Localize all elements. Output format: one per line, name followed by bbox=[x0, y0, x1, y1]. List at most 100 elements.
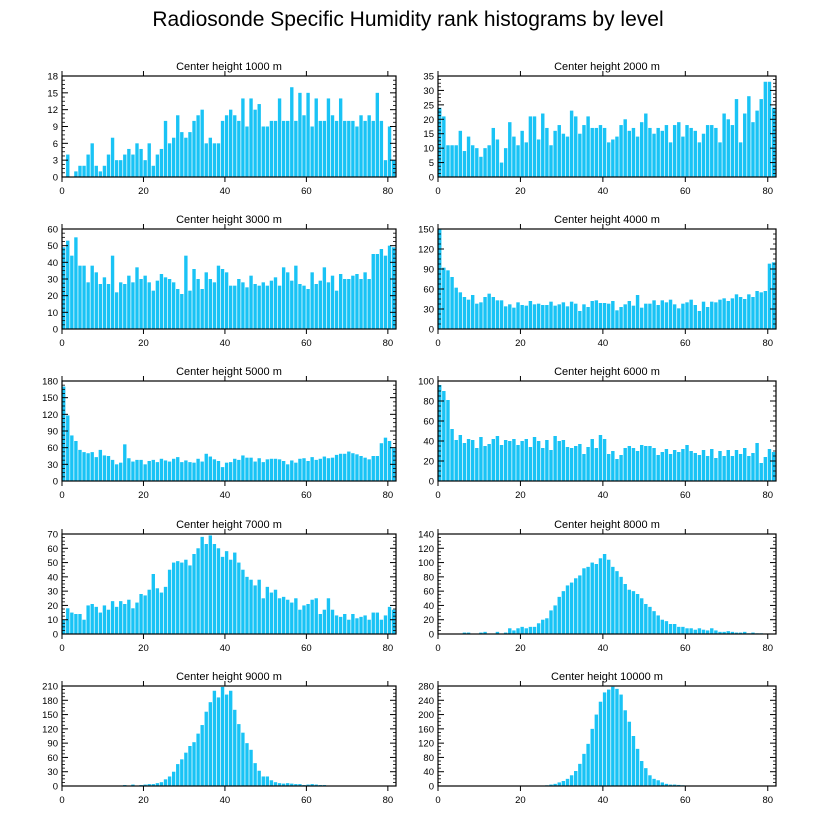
histogram-bar bbox=[722, 298, 726, 329]
histogram-bar bbox=[607, 559, 611, 634]
panel-title: Center height 7000 m bbox=[176, 519, 282, 531]
histogram-bar bbox=[237, 459, 241, 481]
histogram-bar bbox=[598, 125, 603, 177]
histogram-bar bbox=[86, 453, 90, 481]
histogram-bar bbox=[491, 297, 496, 329]
histogram-bar bbox=[387, 245, 392, 329]
histogram-bar bbox=[180, 294, 184, 329]
histogram-bar bbox=[367, 619, 371, 634]
histogram-bar bbox=[302, 285, 306, 329]
histogram-bar bbox=[261, 126, 265, 177]
histogram-bar bbox=[383, 615, 388, 634]
histogram-bar bbox=[355, 454, 359, 481]
x-tick-label: 60 bbox=[301, 490, 312, 501]
histogram-bar bbox=[619, 694, 623, 786]
histogram-bar bbox=[714, 458, 718, 481]
panel-2: Center height 2000 m 0 5 10 15 20 25 30 35 0 20 40 6… bbox=[423, 61, 777, 197]
histogram-bar bbox=[212, 459, 217, 481]
histogram-bar bbox=[508, 122, 512, 177]
histogram-bar bbox=[536, 441, 541, 481]
histogram-bar bbox=[495, 300, 500, 329]
histogram-bar bbox=[479, 156, 483, 177]
histogram-bar bbox=[70, 255, 74, 329]
histogram-bar bbox=[685, 628, 689, 634]
histogram-bar bbox=[664, 783, 669, 786]
histogram-bar bbox=[615, 571, 619, 634]
histogram-bar bbox=[151, 574, 155, 634]
histogram-bar bbox=[635, 451, 640, 481]
histogram-bar bbox=[701, 301, 706, 329]
histogram-bar bbox=[171, 458, 176, 481]
y-tick-label: 90 bbox=[47, 739, 58, 750]
histogram-bar bbox=[747, 294, 751, 329]
histogram-bar bbox=[90, 604, 94, 634]
histogram-bar bbox=[466, 136, 471, 177]
histogram-bar bbox=[249, 275, 253, 329]
histogram-bar bbox=[627, 301, 632, 329]
histogram-bar bbox=[74, 237, 78, 329]
histogram-bar bbox=[635, 594, 640, 634]
x-tick-label: 20 bbox=[138, 490, 149, 501]
histogram-bar bbox=[541, 113, 545, 177]
histogram-bar bbox=[391, 247, 396, 329]
histogram-bar bbox=[602, 554, 607, 634]
histogram-bar bbox=[220, 120, 225, 177]
histogram-bar bbox=[98, 171, 103, 177]
histogram-bar bbox=[738, 632, 743, 634]
histogram-bar bbox=[574, 303, 578, 329]
histogram-bar bbox=[249, 98, 253, 177]
histogram-bar bbox=[208, 535, 213, 634]
panel-title: Center height 9000 m bbox=[176, 671, 282, 683]
histogram-bar bbox=[212, 282, 217, 329]
histogram-bar bbox=[110, 459, 115, 481]
histogram-bar bbox=[367, 115, 371, 177]
histogram-bar bbox=[233, 709, 237, 786]
y-tick-label: 50 bbox=[47, 558, 58, 569]
histogram-bar bbox=[375, 92, 380, 177]
histogram-bar bbox=[379, 443, 384, 481]
histogram-bar bbox=[619, 455, 623, 481]
y-tick-label: 150 bbox=[418, 225, 434, 236]
histogram-bar bbox=[310, 457, 314, 481]
histogram-bar bbox=[520, 305, 524, 329]
histogram-bar bbox=[216, 697, 221, 786]
histogram-bar bbox=[330, 609, 335, 634]
x-tick-label: 60 bbox=[680, 186, 691, 197]
histogram-bar bbox=[660, 130, 665, 177]
histogram-bar bbox=[241, 98, 245, 177]
histogram-bar bbox=[334, 120, 339, 177]
x-tick-label: 40 bbox=[598, 643, 609, 654]
histogram-bar bbox=[143, 464, 147, 481]
histogram-bar bbox=[123, 284, 127, 329]
y-tick-label: 210 bbox=[42, 682, 58, 693]
histogram-bar bbox=[110, 601, 115, 634]
x-tick-label: 80 bbox=[762, 795, 773, 806]
histogram-bar bbox=[387, 441, 392, 481]
histogram-bar bbox=[245, 126, 249, 177]
histogram-bar bbox=[290, 460, 294, 481]
histogram-bar bbox=[722, 456, 726, 481]
histogram-bar bbox=[771, 452, 776, 481]
y-tick-label: 3 bbox=[53, 156, 58, 167]
histogram-bar bbox=[286, 120, 290, 177]
histogram-bar bbox=[135, 267, 139, 329]
y-tick-label: 0 bbox=[429, 630, 434, 641]
histogram-bar bbox=[290, 602, 294, 634]
histogram-bar bbox=[495, 436, 500, 481]
histogram-bar bbox=[196, 279, 200, 329]
histogram-bar bbox=[139, 594, 143, 634]
histogram-bar bbox=[734, 294, 739, 329]
x-tick-label: 20 bbox=[515, 643, 526, 654]
histogram-bar bbox=[648, 127, 652, 177]
histogram-bar bbox=[545, 305, 549, 329]
histogram-bar bbox=[491, 127, 496, 177]
histogram-bar bbox=[528, 116, 533, 177]
histogram-bar bbox=[532, 116, 537, 177]
histogram-bar bbox=[516, 445, 520, 481]
histogram-bar bbox=[74, 171, 78, 177]
histogram-bar bbox=[705, 630, 710, 634]
histogram-bar bbox=[466, 299, 471, 329]
panel-3: Center height 3000 m 0 10 20 30 40 50 60 0 20 40 60… bbox=[47, 214, 397, 349]
histogram-bar bbox=[705, 456, 710, 481]
x-tick-label: 60 bbox=[301, 643, 312, 654]
